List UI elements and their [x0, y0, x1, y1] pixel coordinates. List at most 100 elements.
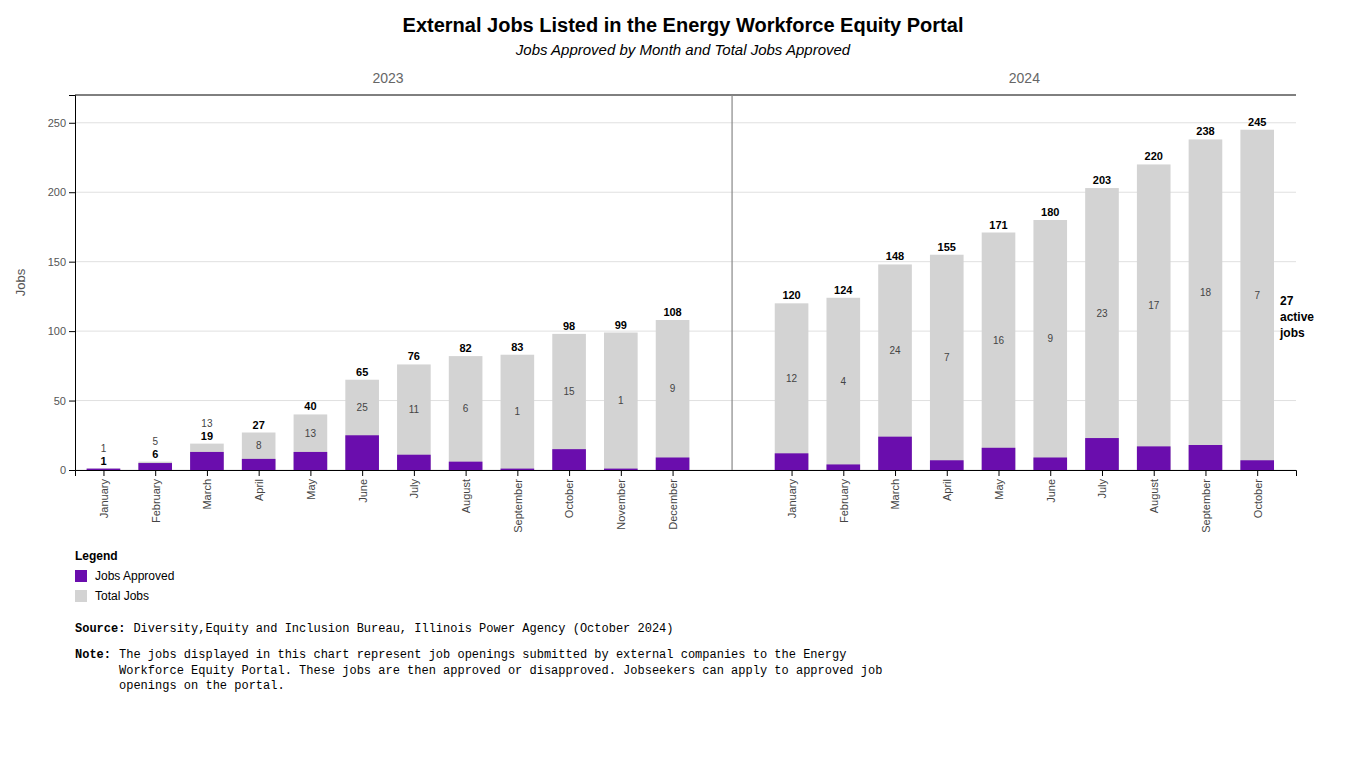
- data-label: 1: [100, 455, 106, 467]
- data-label: 27: [253, 419, 265, 431]
- bar: [982, 233, 1016, 471]
- bar: [87, 469, 121, 470]
- y-tick-label: 200: [48, 186, 66, 198]
- bar-series: [87, 130, 1274, 470]
- x-tick-label: April: [941, 479, 953, 501]
- x-axis: January February March April May June July Augu…: [76, 470, 1297, 533]
- x-tick: August: [460, 470, 472, 513]
- data-label: 180: [1041, 206, 1059, 218]
- grid: [75, 123, 1296, 470]
- x-tick-label: June: [356, 479, 368, 503]
- data-label: 203: [1093, 174, 1111, 186]
- x-tick-mark: [1102, 470, 1103, 476]
- data-label: 148: [886, 250, 904, 262]
- x-tick-mark: [947, 470, 948, 476]
- annotation: 27activejobs: [1279, 294, 1314, 339]
- y-tick-mark: [69, 192, 75, 193]
- x-tick: February: [838, 470, 850, 523]
- x-tick: December: [667, 470, 679, 530]
- y-tick: 100: [48, 325, 75, 337]
- x-tick-mark: [155, 470, 156, 476]
- bar: [449, 462, 483, 470]
- data-label: 238: [1196, 125, 1214, 137]
- data-label: 245: [1248, 116, 1266, 128]
- bar: [345, 380, 379, 470]
- bar: [87, 469, 121, 470]
- data-label: 40: [304, 400, 316, 412]
- legend-swatch: [75, 590, 87, 602]
- bar: [878, 437, 912, 470]
- x-tick-mark: [1205, 470, 1206, 476]
- bar: [397, 455, 431, 470]
- bar: [1033, 220, 1067, 470]
- bar: [501, 469, 535, 470]
- bar: [449, 356, 483, 470]
- bar: [294, 414, 328, 470]
- bar: [826, 298, 860, 470]
- x-tick-label: March: [889, 479, 901, 510]
- bar: [656, 320, 690, 470]
- x-tick: July: [408, 470, 420, 499]
- legend-label: Jobs Approved: [95, 569, 174, 583]
- data-label: 7: [1254, 290, 1260, 301]
- y-tick-mark: [69, 123, 75, 124]
- bar: [1033, 458, 1067, 471]
- legend-swatch: [75, 570, 87, 582]
- x-tick: June: [356, 470, 368, 503]
- y-tick-label: 0: [60, 464, 66, 476]
- data-label: 23: [1096, 308, 1108, 319]
- bar-series: [87, 435, 1274, 470]
- y-tick-label: 150: [48, 256, 66, 268]
- bar: [552, 449, 586, 470]
- x-tick-label: July: [408, 479, 420, 499]
- x-tick-label: August: [1148, 479, 1160, 513]
- legend-title: Legend: [75, 549, 118, 563]
- data-labels: 1165191327840136525761182683198159911089…: [100, 116, 1266, 467]
- x-tick: January: [786, 470, 798, 518]
- y-tick: 150: [48, 256, 75, 268]
- data-label: 98: [563, 320, 575, 332]
- x-tick: April: [253, 470, 265, 501]
- data-label: 25: [357, 402, 369, 413]
- chart: External Jobs Listed in the Energy Workf…: [0, 0, 1366, 768]
- x-tick: September: [512, 470, 524, 533]
- x-tick-mark: [517, 470, 518, 476]
- data-label: 17: [1148, 300, 1160, 311]
- x-tick-mark: [1154, 470, 1155, 476]
- bar: [604, 469, 638, 470]
- x-tick: April: [941, 470, 953, 501]
- footer-text: Diversity,Equity and Inclusion Bureau, I…: [133, 622, 673, 636]
- x-tick-label: September: [512, 479, 524, 533]
- bar: [552, 334, 586, 470]
- data-label: 8: [256, 440, 262, 451]
- group-label: 2023: [372, 70, 403, 86]
- data-label: 16: [993, 335, 1005, 346]
- x-tick-label: May: [305, 479, 317, 500]
- x-tick-label: January: [786, 479, 798, 519]
- data-label: 11: [409, 404, 420, 415]
- x-tick: March: [889, 470, 901, 510]
- x-tick: February: [150, 470, 162, 523]
- title: External Jobs Listed in the Energy Workf…: [403, 14, 964, 36]
- data-label: 99: [615, 319, 627, 331]
- x-tick-mark: [999, 470, 1000, 476]
- footer-text: The jobs displayed in this chart represe…: [119, 648, 882, 693]
- x-tick-label: November: [615, 479, 627, 530]
- x-tick-mark: [1257, 470, 1258, 476]
- x-tick-mark: [466, 470, 467, 476]
- y-axis-line: [69, 96, 76, 471]
- x-tick-label: January: [98, 479, 110, 519]
- x-tick-mark: [621, 470, 622, 476]
- data-label: 6: [463, 403, 469, 414]
- data-label: 1: [515, 406, 521, 417]
- x-tick: June: [1045, 470, 1057, 503]
- bar: [775, 303, 809, 470]
- x-tick-label: October: [1252, 479, 1264, 518]
- x-tick: October: [1252, 470, 1264, 518]
- bar: [501, 355, 535, 470]
- bar: [1137, 446, 1171, 470]
- x-tick-label: September: [1200, 479, 1212, 533]
- bar: [656, 458, 690, 471]
- bar: [604, 333, 638, 471]
- x-tick-mark: [1050, 470, 1051, 476]
